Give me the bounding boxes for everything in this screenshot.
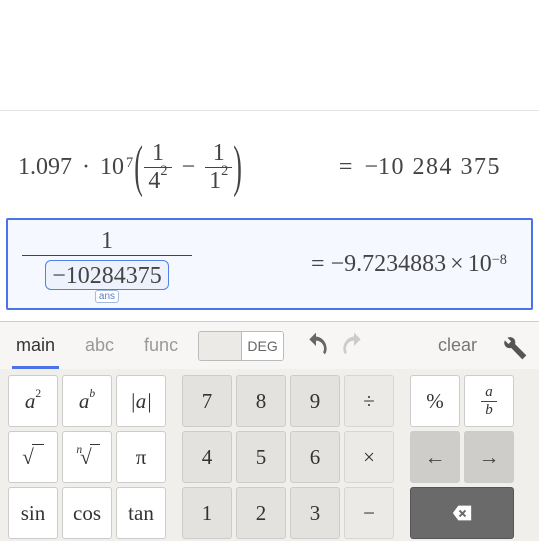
settings-icon[interactable] <box>497 330 529 362</box>
fraction-1: 1 42 <box>144 140 171 194</box>
minus-op: − <box>182 154 196 181</box>
key-power[interactable]: ab <box>62 375 112 427</box>
key-2[interactable]: 2 <box>236 487 286 539</box>
key-9[interactable]: 9 <box>290 375 340 427</box>
key-abs[interactable]: |a| <box>116 375 166 427</box>
keypad: a2 ab |a| 7 8 9 ÷ % ab √ n√ π 4 5 6 × ← … <box>0 369 539 541</box>
angle-mode-rad[interactable] <box>199 332 241 360</box>
key-tan[interactable]: tan <box>116 487 166 539</box>
key-multiply[interactable]: × <box>344 431 394 483</box>
tab-abc[interactable]: abc <box>73 322 126 369</box>
history-result-1: = −10 284 375 <box>339 154 501 181</box>
key-nth-root[interactable]: n√ <box>62 431 112 483</box>
pow-base: 10 <box>100 154 124 181</box>
tab-main[interactable]: main <box>4 322 67 369</box>
key-divide[interactable]: ÷ <box>344 375 394 427</box>
frac-den: 42 <box>144 168 171 194</box>
tab-func[interactable]: func <box>132 322 190 369</box>
dot-op: · <box>82 154 90 181</box>
frac-den: −10284375 ans <box>43 256 171 300</box>
toolbar: main abc func DEG clear <box>0 321 539 369</box>
frac-num: 1 <box>97 228 117 254</box>
history-expr-1: 1.097 · 107 ( 1 42 − 1 12 ) <box>18 140 242 194</box>
key-sqrt[interactable]: √ <box>8 431 58 483</box>
key-sin[interactable]: sin <box>8 487 58 539</box>
key-6[interactable]: 6 <box>290 431 340 483</box>
fraction-2: 1 12 <box>205 140 232 194</box>
open-paren: ( <box>134 150 143 185</box>
ans-tag-label: ans <box>95 290 119 303</box>
key-pi[interactable]: π <box>116 431 166 483</box>
clear-button[interactable]: clear <box>428 335 487 356</box>
active-expression-row[interactable]: 1 −10284375 ans = −9.7234883 × 10−8 <box>6 218 533 310</box>
undo-icon[interactable] <box>300 330 332 362</box>
key-8[interactable]: 8 <box>236 375 286 427</box>
key-5[interactable]: 5 <box>236 431 286 483</box>
pow-exp: 7 <box>126 155 133 172</box>
key-minus[interactable]: − <box>344 487 394 539</box>
key-3[interactable]: 3 <box>290 487 340 539</box>
active-result: = −9.7234883 × 10−8 <box>311 251 507 278</box>
key-cos[interactable]: cos <box>62 487 112 539</box>
redo-icon[interactable] <box>338 330 370 362</box>
key-percent[interactable]: % <box>410 375 460 427</box>
coef: 1.097 <box>18 154 72 181</box>
divider <box>0 110 539 111</box>
key-backspace[interactable] <box>410 487 514 539</box>
angle-mode-toggle[interactable]: DEG <box>198 331 284 361</box>
ans-token[interactable]: −10284375 ans <box>45 260 169 290</box>
close-paren: ) <box>234 150 243 185</box>
ans-value: −10284375 <box>52 263 162 289</box>
history-row-1[interactable]: 1.097 · 107 ( 1 42 − 1 12 ) = −10 284 37… <box>18 132 521 202</box>
key-cursor-right[interactable]: → <box>464 431 514 483</box>
frac-den: 12 <box>205 168 232 194</box>
main-fraction: 1 −10284375 ans <box>22 228 192 300</box>
angle-mode-deg[interactable]: DEG <box>241 332 283 360</box>
key-square[interactable]: a2 <box>8 375 58 427</box>
key-cursor-left[interactable]: ← <box>410 431 460 483</box>
expression-history: 1.097 · 107 ( 1 42 − 1 12 ) = −10 284 37… <box>0 0 539 321</box>
key-4[interactable]: 4 <box>182 431 232 483</box>
key-1[interactable]: 1 <box>182 487 232 539</box>
key-fraction[interactable]: ab <box>464 375 514 427</box>
active-expr: 1 −10284375 ans <box>22 228 192 300</box>
key-7[interactable]: 7 <box>182 375 232 427</box>
